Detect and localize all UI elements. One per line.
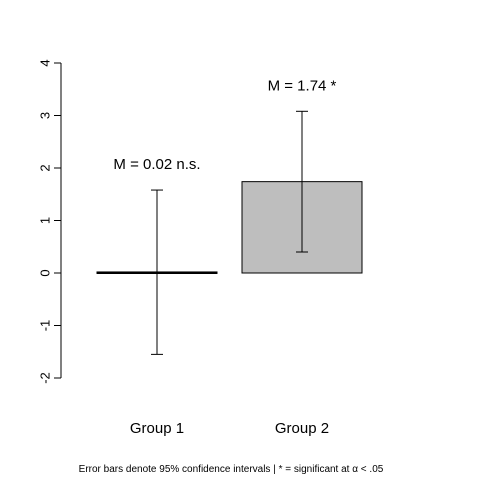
error-bars [151, 110, 308, 355]
x-category-label: Group 1 [130, 420, 184, 437]
bar-annotations: M = 0.02 n.s. M = 1.74 * [113, 77, 336, 173]
y-tick-label: 0 [38, 269, 53, 276]
y-tick-label: 2 [38, 164, 53, 171]
bars [96, 181, 363, 274]
y-tick-label: 1 [38, 217, 53, 224]
y-tick-label: 4 [38, 59, 53, 66]
y-axis-ticks: -2 -1 0 1 2 3 4 [38, 59, 61, 384]
y-tick-label: 3 [38, 112, 53, 119]
chart-caption: Error bars denote 95% confidence interva… [79, 464, 384, 475]
x-axis-labels: Group 1 Group 2 [130, 420, 329, 437]
y-tick-label: -1 [38, 320, 53, 332]
bar-annotation: M = 0.02 n.s. [113, 156, 200, 173]
bar-annotation: M = 1.74 * [268, 77, 337, 94]
x-category-label: Group 2 [275, 420, 329, 437]
y-tick-label: -2 [38, 372, 53, 384]
